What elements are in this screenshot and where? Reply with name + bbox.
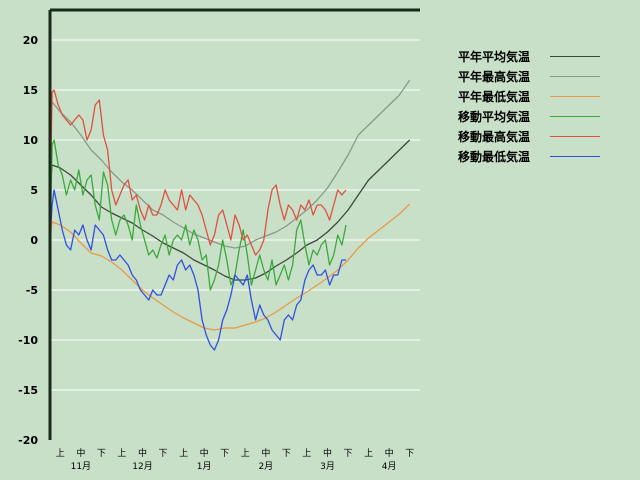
x-period-label: 中 — [261, 447, 270, 459]
x-month-label: 12月 — [132, 461, 152, 472]
x-period-label: 上 — [179, 448, 188, 459]
legend-label: 移動最低気温 — [458, 149, 531, 164]
x-period-label: 下 — [344, 449, 353, 459]
x-period-label: 中 — [323, 447, 332, 459]
series-line — [49, 203, 411, 331]
x-period-label: 中 — [385, 447, 394, 459]
y-tick-label: -10 — [18, 334, 38, 347]
legend-label: 平年最低気温 — [458, 89, 531, 104]
legend: 平年平均気温 平年最高気温 平年最低気温 移動平均気温 移動最高気温 移動最低気温 — [458, 46, 600, 166]
legend-swatch — [550, 55, 600, 57]
x-period-label: 中 — [200, 447, 209, 459]
legend-swatch — [550, 115, 600, 117]
y-tick-label: 15 — [23, 84, 38, 97]
y-tick-label: -15 — [18, 384, 38, 397]
x-period-label: 中 — [138, 447, 147, 459]
y-tick-label: 0 — [30, 234, 38, 247]
x-period-label: 下 — [220, 449, 229, 459]
series-line — [49, 139, 411, 281]
x-period-label: 下 — [282, 449, 291, 459]
legend-swatch — [550, 75, 600, 77]
y-tick-labels: 20 15 10 5 0 -5 -10 -15 -20 — [18, 34, 38, 447]
x-month-label: 2月 — [258, 461, 273, 472]
x-month-label: 11月 — [71, 461, 91, 472]
y-tick-label: -5 — [26, 284, 38, 297]
x-period-label: 上 — [117, 448, 126, 459]
x-period-label: 下 — [97, 449, 106, 459]
series-lines — [49, 79, 411, 351]
series-line — [49, 79, 411, 249]
legend-item: 平年平均気温 — [458, 46, 600, 66]
legend-item: 移動最高気温 — [458, 126, 600, 146]
y-tick-label: 5 — [30, 184, 38, 197]
x-period-label: 下 — [405, 449, 414, 459]
month-labels: 11月 12月 1月 2月 3月 4月 — [71, 461, 397, 472]
legend-swatch — [550, 95, 600, 97]
plot-area — [50, 10, 420, 440]
legend-swatch — [550, 155, 600, 157]
x-tick-labels: 上中下上中下上中下上中下上中下上中下 — [56, 447, 414, 459]
y-tick-label: -20 — [18, 434, 38, 447]
x-period-label: 中 — [76, 447, 85, 459]
x-period-label: 下 — [159, 449, 168, 459]
legend-item: 移動最低気温 — [458, 146, 600, 166]
legend-label: 平年最高気温 — [458, 69, 531, 84]
y-tick-label: 20 — [23, 34, 39, 47]
series-line — [49, 139, 347, 291]
legend-swatch — [550, 135, 600, 137]
legend-label: 移動平均気温 — [458, 109, 531, 124]
y-tick-label: 10 — [23, 134, 39, 147]
series-line — [49, 89, 347, 256]
x-period-label: 上 — [364, 448, 373, 459]
x-period-label: 上 — [56, 448, 65, 459]
legend-label: 平年平均気温 — [458, 49, 531, 64]
series-line — [49, 189, 346, 351]
x-period-label: 上 — [241, 448, 250, 459]
x-month-label: 3月 — [320, 461, 335, 472]
legend-label: 移動最高気温 — [458, 129, 531, 144]
legend-item: 移動平均気温 — [458, 106, 600, 126]
x-month-label: 1月 — [197, 461, 212, 472]
x-period-label: 上 — [302, 448, 311, 459]
legend-item: 平年最高気温 — [458, 66, 600, 86]
legend-item: 平年最低気温 — [458, 86, 600, 106]
x-month-label: 4月 — [382, 461, 397, 472]
